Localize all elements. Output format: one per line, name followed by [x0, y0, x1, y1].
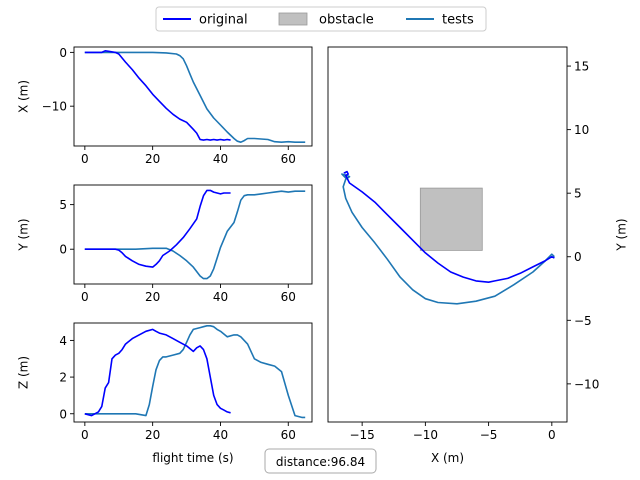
x-tick-label: −10 [413, 428, 438, 442]
x-tick-label: 0 [81, 152, 89, 166]
distance-box: distance:96.84 [264, 448, 377, 474]
x-axis-label: flight time (s) [152, 451, 233, 465]
chart-x: 0 20 40 60 0 −10 X (m) [17, 46, 313, 166]
legend-label-obstacle: obstacle [319, 13, 374, 28]
axes-frame [73, 322, 313, 423]
x-tick-label: 60 [281, 290, 296, 304]
x-tick-label: 60 [281, 152, 296, 166]
legend-label-original: original [199, 13, 248, 28]
y-tick-label: −5 [574, 314, 592, 328]
x-tick-label: 20 [145, 290, 160, 304]
x-tick-label: 0 [548, 428, 556, 442]
series-line-tests [84, 190, 306, 280]
y-tick-label: −10 [574, 377, 599, 391]
axes-frame [73, 184, 313, 285]
legend-patch-obstacle [278, 12, 308, 26]
y-tick-label: 15 [574, 60, 589, 74]
chart-xy: −15 −10 −5 0 15 10 5 0 −5 −10 X (m) Y (m) [327, 46, 629, 465]
distance-box-frame [264, 448, 377, 474]
legend-frame [155, 6, 487, 32]
distance-label: distance:96.84 [276, 455, 365, 469]
chart-z: 0 20 40 60 0 2 4 flight time (s) Z (m) [17, 322, 313, 465]
y-tick-label: 5 [59, 198, 67, 212]
series-line-original [343, 170, 555, 284]
x-axis-label: X (m) [431, 451, 464, 465]
y-axis-label: Y (m) [17, 218, 31, 251]
y-tick-label: 10 [574, 123, 589, 137]
x-tick-label: −15 [349, 428, 374, 442]
axes-frame [327, 46, 568, 423]
x-tick-label: 0 [81, 428, 89, 442]
series-line-original [84, 328, 231, 417]
series-line-tests [84, 51, 306, 143]
x-tick-label: 0 [81, 290, 89, 304]
legend: original obstacle tests [155, 6, 487, 32]
x-tick-label: 40 [213, 428, 228, 442]
series-line-original [84, 189, 231, 268]
series-line-tests [84, 324, 306, 419]
axes-frame [73, 46, 313, 147]
obstacle-rect [419, 187, 483, 251]
y-axis-label: X (m) [17, 80, 31, 113]
x-tick-label: −5 [480, 428, 498, 442]
y-tick-label: 2 [59, 371, 67, 385]
y-tick-label: 0 [59, 46, 67, 60]
y-tick-label: −10 [42, 100, 67, 114]
series-line-original [84, 49, 231, 141]
y-axis-label: Z (m) [17, 356, 31, 389]
y-tick-label: 0 [59, 407, 67, 421]
chart-y: 0 20 40 60 5 0 Y (m) [17, 184, 313, 304]
series-line-tests [341, 173, 555, 305]
x-tick-label: 40 [213, 152, 228, 166]
x-tick-label: 20 [145, 152, 160, 166]
y-axis-label: Y (m) [615, 218, 629, 251]
legend-label-tests: tests [442, 13, 474, 28]
x-tick-label: 20 [145, 428, 160, 442]
y-tick-label: 0 [59, 243, 67, 257]
y-tick-label: 4 [59, 334, 67, 348]
x-tick-label: 40 [213, 290, 228, 304]
y-tick-label: 5 [574, 187, 582, 201]
y-tick-label: 0 [574, 250, 582, 264]
x-tick-label: 60 [281, 428, 296, 442]
